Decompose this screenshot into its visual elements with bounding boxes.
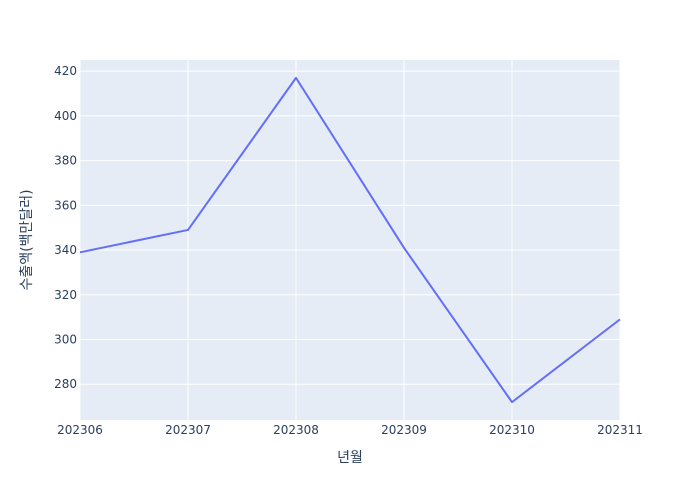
grid xyxy=(79,60,621,420)
y-tick-label: 360 xyxy=(54,198,77,212)
series-line xyxy=(79,76,621,404)
x-tick-label: 202310 xyxy=(489,423,535,437)
x-tick-label: 202308 xyxy=(273,423,319,437)
y-tick-labels: 280 300 320 340 360 380 400 420 xyxy=(54,64,77,391)
series-layer xyxy=(79,76,621,404)
y-tick-label: 300 xyxy=(54,333,77,347)
y-tick-label: 420 xyxy=(54,64,77,78)
y-tick-label: 340 xyxy=(54,243,77,257)
y-axis-title: 수출액(백만달러) xyxy=(19,189,35,290)
y-tick-label: 280 xyxy=(54,377,77,391)
x-tick-label: 202307 xyxy=(165,423,211,437)
y-tick-label: 320 xyxy=(54,288,77,302)
x-axis-title: 년월 xyxy=(337,450,363,466)
x-tick-label: 202306 xyxy=(57,423,103,437)
x-tick-label: 202311 xyxy=(597,423,643,437)
y-tick-label: 380 xyxy=(54,154,77,168)
y-tick-label: 400 xyxy=(54,109,77,123)
x-tick-labels: 202306 202307 202308 202309 202310 202311 xyxy=(57,423,643,437)
x-tick-label: 202309 xyxy=(381,423,427,437)
plot-area xyxy=(80,60,620,420)
